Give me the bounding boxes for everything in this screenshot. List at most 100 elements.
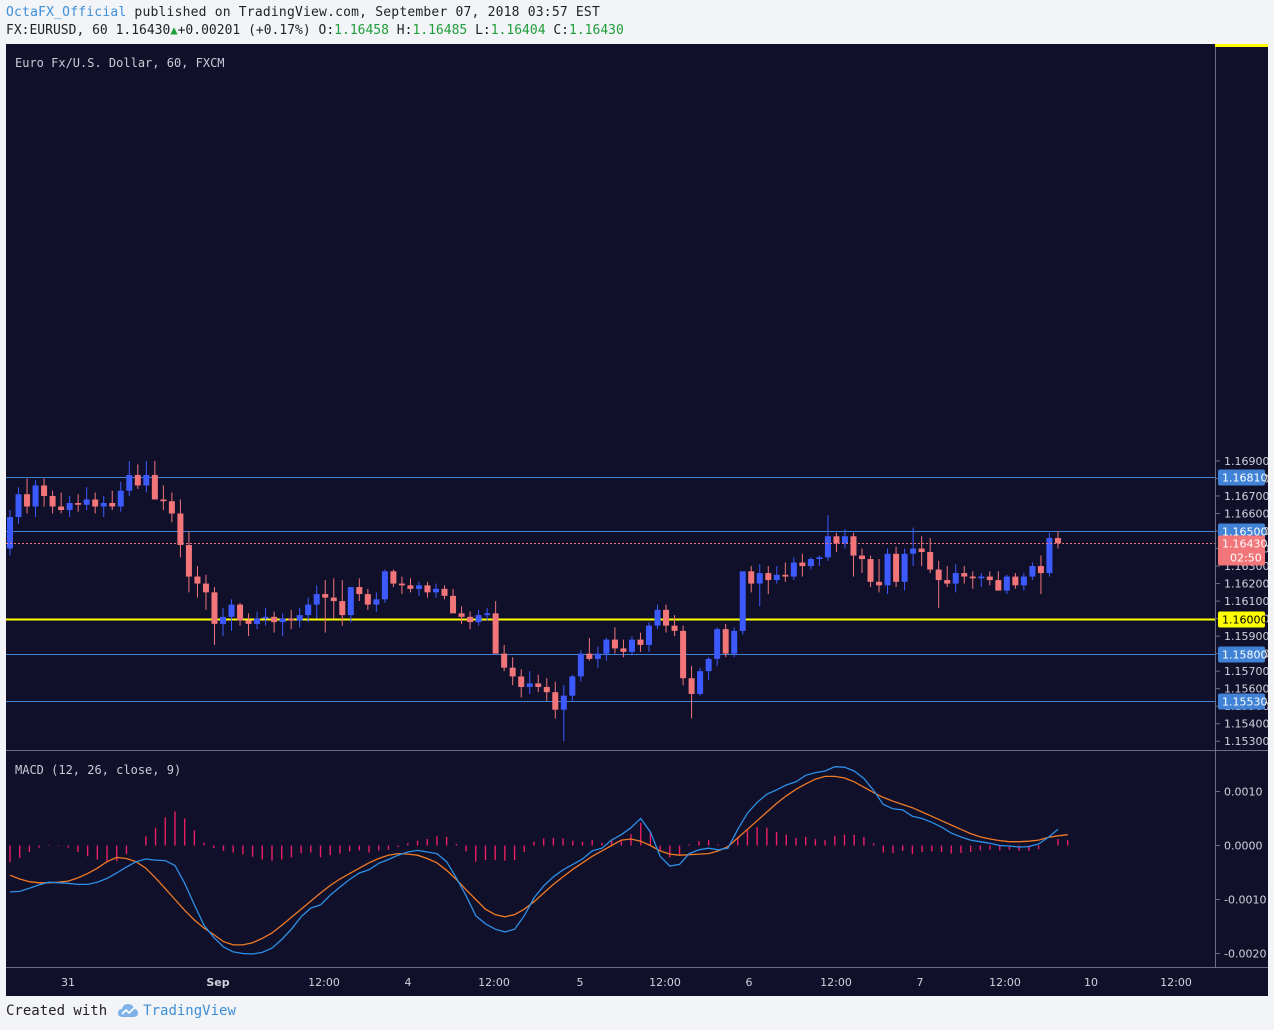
candle-body (986, 576, 993, 581)
level-price-label: 1.16000 (1222, 614, 1268, 627)
low-value: 1.16404 (490, 23, 546, 38)
candle-body (1037, 566, 1044, 574)
time-tick-label: 12:00 (649, 976, 681, 989)
candle-body (1020, 576, 1027, 586)
candle-body (620, 648, 627, 652)
candle-body (876, 581, 883, 586)
chart-area[interactable]: Euro Fx/U.S. Dollar, 60, FXCM MACD (12, 2… (6, 44, 1270, 996)
candle-body (739, 571, 746, 631)
candle-body (680, 630, 687, 679)
candle-body (782, 574, 789, 577)
candle-body (15, 494, 22, 518)
last-price: 1.16430 (115, 23, 171, 38)
candle-body (484, 613, 491, 616)
high-value: 1.16485 (412, 23, 468, 38)
candle-body (339, 601, 346, 616)
candle-body (671, 625, 678, 631)
price-scale-bg (1215, 44, 1268, 996)
candle-body (424, 585, 431, 593)
change-percent: (+0.17%) (248, 23, 311, 38)
candle-body (24, 494, 31, 507)
countdown-label: 02:50 (1230, 552, 1262, 565)
candle-body (373, 599, 380, 605)
candle-body (850, 536, 857, 556)
macd-line (9, 766, 1059, 955)
candle-body (492, 613, 499, 654)
candle-body (569, 676, 576, 696)
signal-line (9, 775, 1068, 946)
candle-body (407, 585, 414, 589)
up-arrow-icon: ▲ (170, 23, 178, 37)
price-tick-label: 1.16700 (1224, 490, 1268, 503)
created-with-text: Created with (6, 1003, 108, 1019)
candle-body (714, 629, 721, 659)
candle-body (211, 592, 218, 624)
candle-body (799, 562, 806, 567)
candle-body (458, 613, 465, 617)
candle-body (237, 604, 244, 621)
macd-tick-label: 0.0010 (1224, 786, 1263, 799)
last-price-label: 1.16430 (1222, 538, 1268, 551)
price-tick-label: 1.16200 (1224, 578, 1268, 591)
candle-body (901, 553, 908, 582)
candle-body (168, 501, 175, 514)
candle-body (807, 559, 814, 567)
candle-body (467, 616, 474, 623)
tradingview-link[interactable]: TradingView (143, 1003, 236, 1019)
price-tick-label: 1.15400 (1224, 718, 1268, 731)
candle-body (92, 499, 99, 507)
candle-body (381, 571, 388, 600)
candle-body (202, 583, 209, 593)
macd-tick-label: -0.0020 (1224, 948, 1266, 961)
candle-body (705, 658, 712, 672)
candle-body (185, 545, 192, 577)
last-price-badge (1218, 535, 1265, 566)
candle-body (330, 597, 337, 602)
symbol-label: FX:EURUSD, 60 (6, 23, 108, 38)
chart-svg[interactable]: Euro Fx/U.S. Dollar, 60, FXCM MACD (12, 2… (6, 44, 1270, 996)
candle-body (313, 594, 320, 605)
candle-body (126, 474, 133, 491)
price-tick-label: 1.15900 (1224, 630, 1268, 643)
candle-body (1046, 538, 1053, 574)
candle-body (603, 639, 610, 654)
candle-body (160, 499, 167, 502)
candle-body (398, 583, 405, 586)
candle-body (501, 653, 508, 668)
candle-body (151, 474, 158, 500)
candle-body (790, 562, 797, 577)
candle-body (535, 683, 542, 687)
level-price-label: 1.15800 (1222, 649, 1268, 662)
candle-body (415, 585, 422, 589)
candle-body (543, 686, 550, 693)
candle-body (7, 517, 13, 549)
high-label: H: (396, 23, 413, 38)
level-price-badge (1218, 646, 1265, 663)
level-price-badge (1218, 469, 1265, 486)
candle-body (356, 587, 363, 595)
candle-body (910, 548, 917, 554)
macd-pane-bg (6, 751, 1215, 967)
candle-body (995, 580, 1002, 591)
candle-body (731, 630, 738, 654)
candle-body (952, 573, 959, 584)
candle-body (859, 555, 865, 560)
close-value: 1.16430 (569, 23, 624, 38)
candle-body (833, 536, 840, 544)
macd-pane-title: MACD (12, 26, close, 9) (15, 763, 181, 777)
level-price-label: 1.15530 (1222, 696, 1268, 709)
candle-body (611, 639, 618, 649)
author-link[interactable]: OctaFX_Official (6, 5, 127, 20)
level-price-label: 1.16500 (1222, 526, 1268, 539)
candle-body (228, 604, 235, 617)
close-label: C: (553, 23, 570, 38)
time-tick-label: 12:00 (478, 976, 510, 989)
time-tick-label: 12:00 (989, 976, 1021, 989)
candle-body (646, 625, 652, 645)
publish-text: published on TradingView.com, September … (126, 5, 600, 20)
candle-body (66, 502, 73, 510)
candle-body (927, 552, 934, 570)
candle-body (177, 513, 184, 546)
candle-body (32, 485, 39, 507)
candle-body (41, 485, 48, 496)
